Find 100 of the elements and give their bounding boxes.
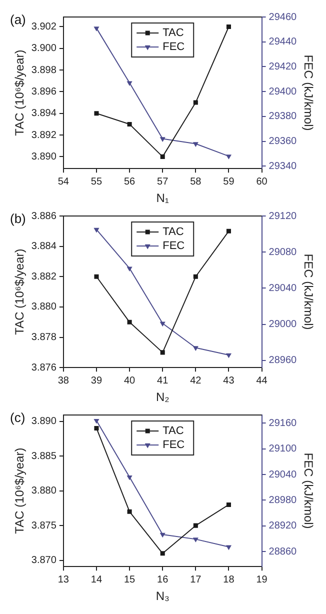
legend-label: FEC	[162, 439, 185, 452]
y2-tick-label: 29440	[268, 36, 298, 48]
text: (c)	[10, 410, 26, 426]
y2-tick-label: 29420	[268, 61, 298, 72]
point	[127, 122, 132, 126]
x-axis-title: N₁	[156, 191, 169, 206]
point	[94, 426, 99, 430]
y2-tick-label: 29340	[268, 160, 298, 172]
x-tick-label: 39	[90, 375, 102, 386]
y-tick-label: 3.885	[31, 450, 57, 462]
x-tick-label: 60	[256, 176, 268, 188]
legend-label: TAC	[162, 425, 184, 438]
y2-tick-label: 29460	[268, 12, 298, 23]
point	[193, 523, 198, 528]
x-tick-label: 59	[223, 176, 235, 188]
point	[94, 228, 100, 233]
point	[160, 322, 166, 327]
y2-tick-label: 29080	[268, 246, 298, 258]
x-tick-label: 58	[190, 176, 202, 188]
y-tick-label: 3.870	[31, 555, 57, 566]
x-tick-label: 13	[58, 574, 70, 586]
y2-tick-label: 29400	[268, 86, 298, 98]
y-tick-label: 3.902	[31, 21, 57, 32]
y2-tick-label: 29040	[268, 469, 298, 480]
point	[94, 418, 100, 424]
x-tick-label: 40	[124, 375, 136, 386]
x-tick-label: 41	[157, 375, 169, 386]
x-tick-label: 38	[58, 375, 70, 386]
x-tick-label: 14	[90, 574, 102, 586]
point	[160, 532, 166, 538]
x-tick-label: 55	[90, 176, 102, 188]
x-tick-label: 18	[223, 574, 235, 586]
legend-label: TAC	[162, 226, 184, 238]
point	[226, 502, 231, 507]
y-tick-label: 3.900	[31, 43, 57, 54]
legend-label: TAC	[162, 27, 184, 40]
y2-axis-title: FEC (kJ/kmol)	[301, 254, 316, 330]
y-axis-title: TAC (10⁶$/year)	[12, 50, 27, 136]
y2-axis-title: FEC (kJ/kmol)	[301, 452, 316, 529]
point	[160, 154, 165, 159]
y-tick-label: 3.878	[31, 332, 57, 344]
point	[126, 475, 132, 480]
y2-axis-title: FEC (kJ/kmol)	[301, 54, 316, 131]
y-tick-label: 3.898	[31, 64, 57, 76]
x-tick-label: 56	[124, 176, 136, 188]
x-tick-label: 42	[190, 375, 202, 386]
y-tick-label: 3.890	[31, 416, 57, 428]
y2-tick-label: 28860	[268, 546, 298, 558]
point	[126, 266, 132, 272]
x-tick-label: 44	[256, 375, 268, 386]
x-tick-label: 43	[223, 375, 235, 386]
point	[94, 111, 99, 116]
point	[192, 346, 198, 351]
x-axis-title: N₃	[156, 589, 170, 604]
y2-tick-label: 28960	[268, 355, 298, 366]
y-tick-label: 3.880	[31, 302, 57, 313]
y-tick-label: 3.876	[31, 362, 57, 374]
y-tick-label: 3.892	[31, 130, 57, 141]
text: (b)	[10, 211, 26, 226]
y-tick-label: 3.875	[31, 520, 57, 532]
y-tick-label: 3.882	[31, 271, 57, 282]
point	[127, 509, 132, 514]
point	[160, 551, 165, 556]
y2-tick-label: 29360	[268, 136, 298, 148]
y2-tick-label: 28920	[268, 520, 298, 532]
point	[226, 228, 231, 234]
point	[226, 353, 232, 358]
y-axis-title: TAC (10⁶$/year)	[12, 248, 27, 335]
point	[193, 100, 198, 105]
point	[160, 137, 166, 142]
point	[192, 538, 198, 542]
y2-tick-label: 29120	[268, 210, 298, 222]
y2-tick-label: 29160	[268, 418, 298, 429]
x-tick-label: 19	[256, 574, 268, 586]
point	[226, 545, 232, 550]
point	[127, 320, 132, 324]
text: (a)	[10, 12, 26, 28]
point	[160, 350, 165, 355]
y2-tick-label: 29000	[268, 319, 298, 330]
x-tick-label: 54	[58, 176, 70, 188]
y2-tick-label: 28980	[268, 494, 298, 506]
x-tick-label: 16	[157, 574, 169, 586]
x-axis-title: N₂	[156, 390, 170, 404]
legend-label: FEC	[162, 41, 185, 54]
point	[226, 154, 232, 160]
y-tick-label: 3.896	[31, 86, 57, 98]
point	[192, 142, 198, 147]
y-tick-label: 3.890	[31, 151, 57, 162]
x-tick-label: 15	[124, 574, 136, 586]
x-tick-label: 17	[190, 574, 202, 586]
point	[94, 26, 100, 32]
y-tick-label: 3.884	[31, 241, 57, 252]
y2-tick-label: 29040	[268, 282, 298, 294]
y-tick-label: 3.886	[31, 210, 57, 222]
point	[94, 274, 99, 279]
y-axis-title: TAC (10⁶$/year)	[12, 448, 27, 534]
point	[226, 24, 231, 30]
point	[193, 274, 198, 279]
y-tick-label: 3.880	[31, 486, 57, 497]
legend-label: FEC	[162, 240, 185, 252]
